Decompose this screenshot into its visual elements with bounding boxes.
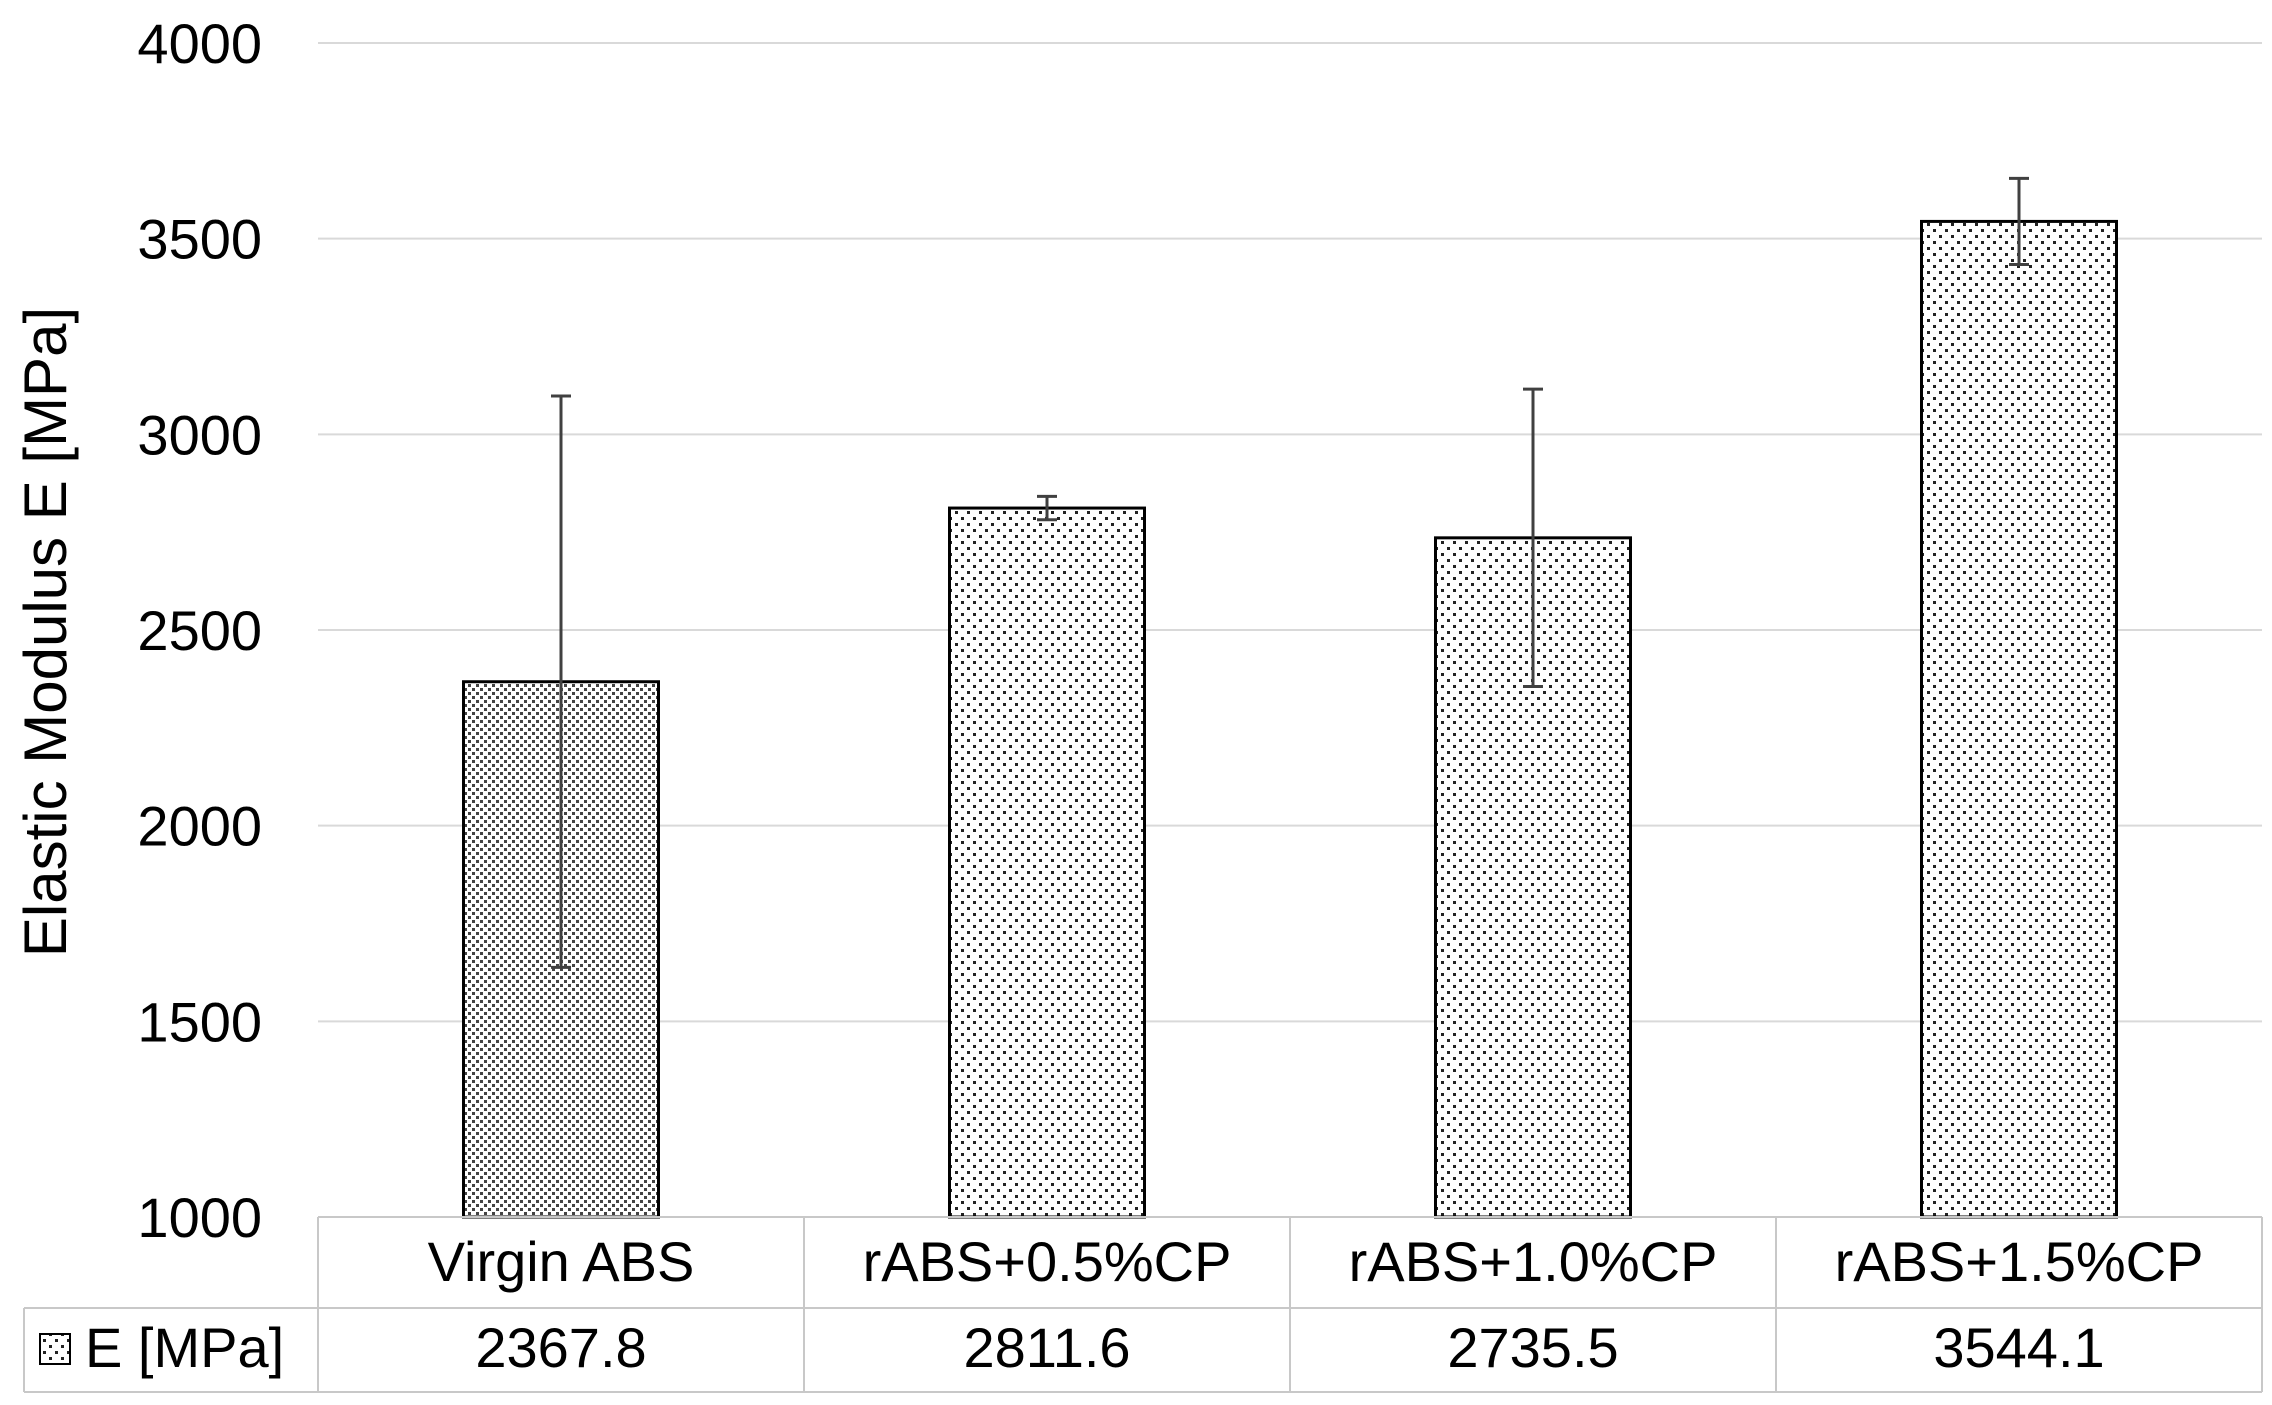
bars bbox=[462, 219, 2118, 1219]
y-axis-ticks: 1000 1500 2000 2500 3000 3500 4000 bbox=[137, 12, 262, 1249]
y-tick-label: 3500 bbox=[137, 208, 262, 271]
y-tick-label: 2000 bbox=[137, 795, 262, 858]
error-bars bbox=[551, 176, 2029, 969]
x-category-label: rABS+0.5%CP bbox=[863, 1230, 1232, 1293]
x-category-label: rABS+1.0%CP bbox=[1349, 1230, 1718, 1293]
x-category-label: rABS+1.5%CP bbox=[1835, 1230, 2204, 1293]
y-tick-label: 1500 bbox=[137, 990, 262, 1053]
y-axis-label: Elastic Modulus E [MPa] bbox=[12, 307, 79, 957]
y-tick-label: 4000 bbox=[137, 12, 262, 75]
y-tick-label: 2500 bbox=[137, 599, 262, 662]
y-tick-label: 3000 bbox=[137, 403, 262, 466]
data-table-value: 2367.8 bbox=[475, 1316, 646, 1379]
data-table-row-label: E [MPa] bbox=[85, 1316, 284, 1379]
data-table-value: 3544.1 bbox=[1933, 1316, 2104, 1379]
bar bbox=[948, 506, 1146, 1219]
bar bbox=[1920, 219, 2118, 1219]
data-table: Virgin ABS 2367.8 rABS+0.5%CP 2811.6 rABS+1.… bbox=[23, 1216, 2263, 1393]
y-tick-label: 1000 bbox=[137, 1186, 262, 1249]
x-category-label: Virgin ABS bbox=[428, 1230, 695, 1293]
data-table-value: 2735.5 bbox=[1447, 1316, 1618, 1379]
legend-swatch bbox=[39, 1333, 71, 1365]
data-table-value: 2811.6 bbox=[963, 1316, 1130, 1379]
